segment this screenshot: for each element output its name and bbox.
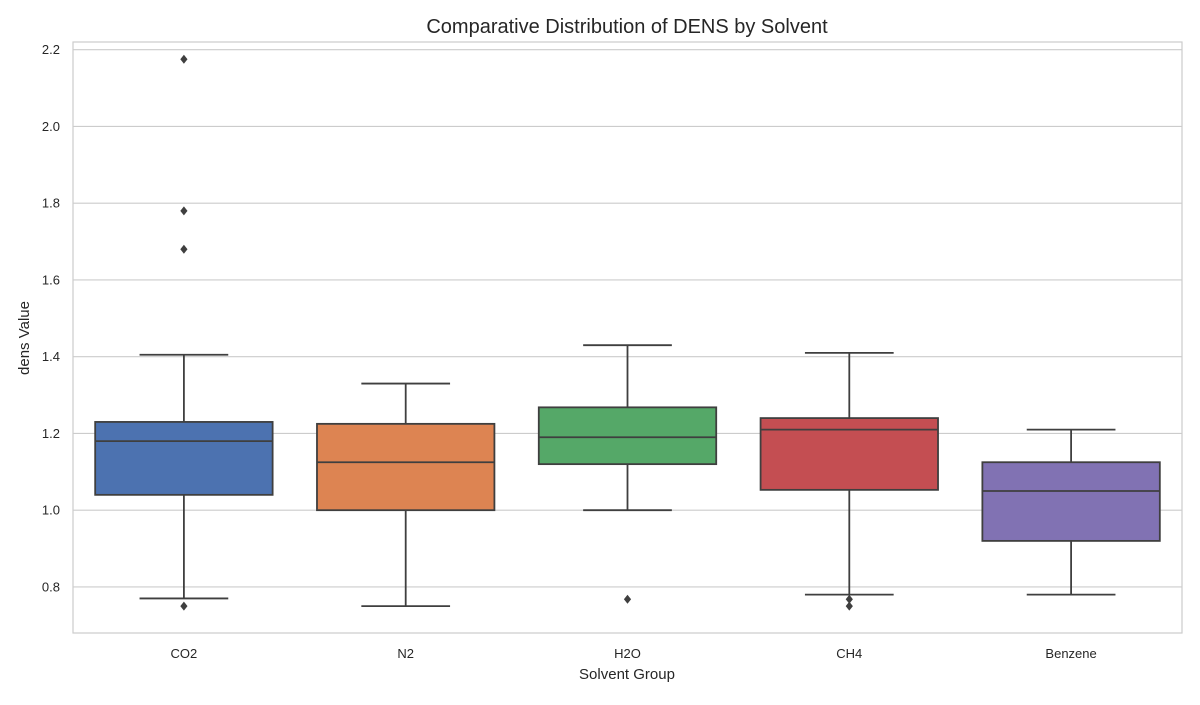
box-iqr (94, 421, 274, 496)
box-iqr (981, 461, 1161, 542)
box-iqr (537, 406, 718, 466)
y-tick-label: 2.0 (42, 119, 60, 134)
y-axis-ticks: 0.8 1.0 1.2 1.4 1.6 1.8 2.0 2.2 (42, 42, 60, 594)
x-tick-label: CO2 (171, 646, 198, 661)
outlier-point (623, 594, 632, 604)
x-tick-label: N2 (397, 646, 414, 661)
box-group-benzene (981, 428, 1161, 596)
outlier-point (180, 244, 188, 254)
outlier-point (845, 601, 853, 611)
box-group-h2o (537, 344, 718, 604)
outlier-point (845, 594, 853, 604)
outlier-point (180, 54, 188, 64)
x-tick-label: CH4 (836, 646, 862, 661)
x-tick-label: H2O (614, 646, 641, 661)
y-tick-label: 1.4 (42, 349, 60, 364)
box-series (94, 54, 1161, 611)
plot-area-border (72, 41, 1183, 634)
x-axis-ticks: CO2 N2 H2O CH4 Benzene (171, 646, 1097, 661)
y-tick-label: 2.2 (42, 42, 60, 57)
chart-title: Comparative Distribution of DENS by Solv… (426, 16, 828, 38)
y-tick-label: 1.6 (42, 272, 60, 287)
y-tick-label: 0.8 (42, 579, 60, 594)
y-tick-label: 1.8 (42, 196, 60, 211)
x-tick-label: Benzene (1045, 646, 1096, 661)
y-tick-label: 1.2 (42, 426, 60, 441)
y-tick-label: 1.0 (42, 503, 60, 518)
x-axis-label: Solvent Group (579, 666, 675, 683)
box-group-ch4 (759, 351, 939, 611)
y-axis-label: dens Value (16, 301, 33, 375)
outlier-point (180, 601, 188, 611)
outlier-point (180, 206, 188, 216)
box-group-n2 (316, 382, 496, 608)
box-group-co2 (94, 54, 274, 611)
box-iqr (316, 422, 496, 512)
